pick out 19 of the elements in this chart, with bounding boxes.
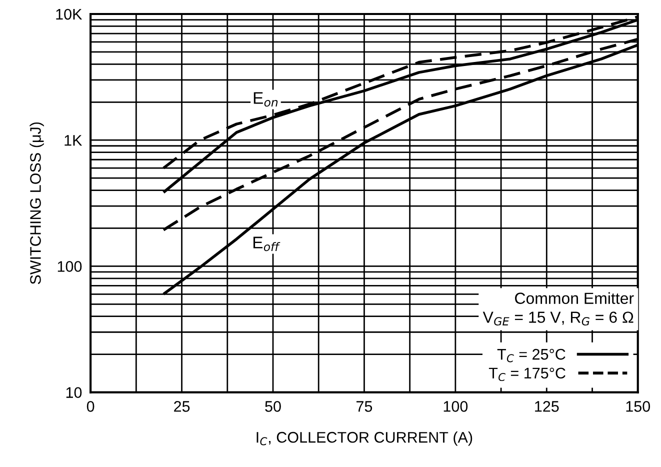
y-tick-label: 10 — [66, 387, 82, 398]
y-tick-label: 10K — [56, 8, 82, 20]
legend-label: T$_{C}$ = 25°C — [497, 348, 566, 362]
annotation: E$_{on}$ — [254, 92, 278, 107]
annotation: Common Emitter — [515, 292, 634, 304]
x-tick-label: 100 — [444, 401, 468, 412]
x-tick-label: 150 — [626, 401, 650, 412]
y-tick-label: 100 — [58, 261, 82, 272]
x-axis-title: I$_{C}$, COLLECTOR CURRENT (A) — [256, 432, 472, 446]
y-axis-title: SWITCHING LOSS (μJ) — [30, 122, 44, 284]
annotation: V$_{GE}$ = 15 V, R$_{G}$ = 6 Ω — [482, 312, 634, 326]
x-tick-label: 0 — [86, 401, 94, 412]
annotation: E$_{off}$ — [253, 236, 280, 252]
legend-label: T$_{C}$ = 175°C — [488, 368, 566, 382]
y-tick-label: 1K — [64, 135, 82, 146]
x-tick-label: 50 — [265, 401, 281, 412]
x-tick-label: 75 — [356, 401, 372, 412]
x-tick-label: 25 — [174, 401, 190, 412]
x-tick-label: 125 — [535, 401, 559, 412]
